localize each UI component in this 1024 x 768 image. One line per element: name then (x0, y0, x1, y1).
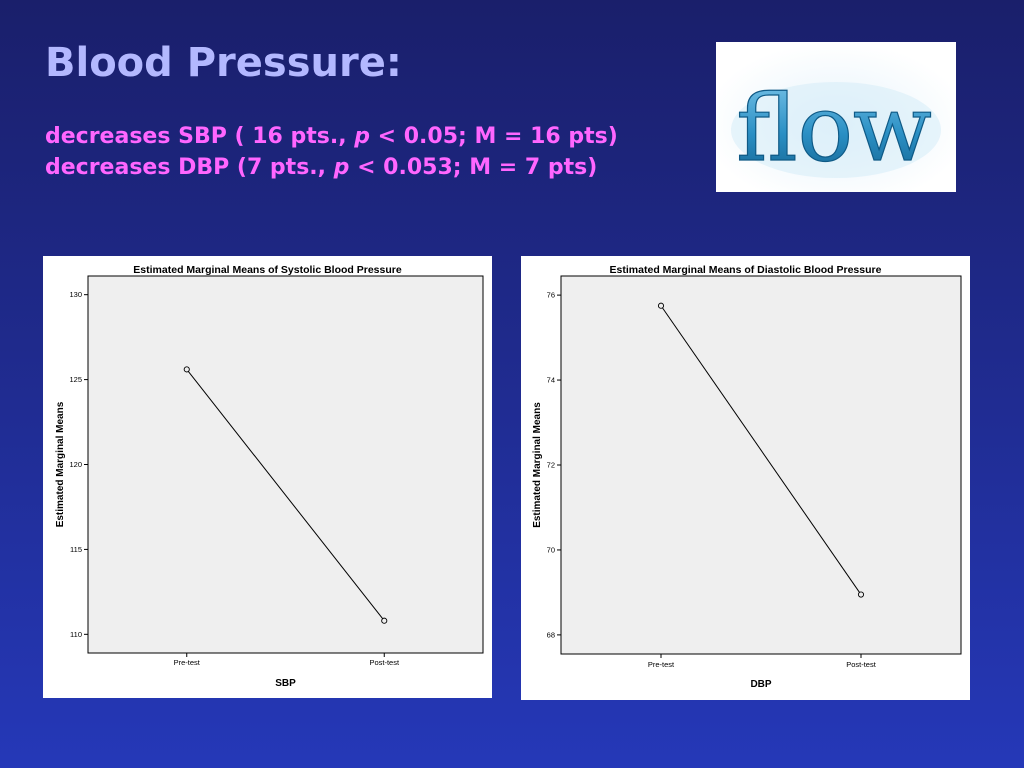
dbp-chart-title: Estimated Marginal Means of Diastolic Bl… (610, 264, 882, 276)
sbp-chart: Estimated Marginal Means of Systolic Blo… (55, 264, 484, 689)
sbp-summary-stats: < 0.05; M = 16 pts) (369, 124, 618, 149)
sbp-y-tick-label: 115 (70, 545, 82, 554)
dbp-x-tick-label: Post-test (846, 660, 877, 669)
dbp-x-tick-label: Pre-test (648, 660, 675, 669)
sbp-y-tick-label: 120 (69, 460, 82, 469)
dbp-y-tick-label: 74 (547, 376, 555, 385)
sbp-x-tick-label: Post-test (369, 658, 400, 667)
dbp-y-tick-label: 72 (547, 461, 555, 470)
dbp-summary-stats: < 0.053; M = 7 pts) (349, 155, 598, 180)
dbp-plot-area (560, 275, 962, 655)
flow-logo-graphic: flow (716, 42, 956, 192)
p-symbol: p (333, 155, 350, 180)
dbp-series-line (660, 305, 862, 595)
sbp-chart-panel: Estimated Marginal Means of Systolic Blo… (43, 256, 492, 698)
flow-logo: flow (716, 42, 956, 192)
dbp-chart: Estimated Marginal Means of Diastolic Bl… (532, 264, 962, 690)
dbp-y-axis-title: Estimated Marginal Means (532, 402, 543, 528)
sbp-x-tick-label: Pre-test (174, 658, 201, 667)
dbp-y-tick-label: 70 (547, 545, 555, 554)
dbp-data-point (857, 591, 865, 598)
sbp-y-tick-label: 125 (69, 375, 82, 384)
dbp-y-tick-label: 68 (547, 630, 555, 639)
sbp-data-point (183, 366, 190, 373)
dbp-y-tick-label: 76 (547, 291, 555, 300)
sbp-series-line (186, 369, 385, 622)
sbp-data-point (381, 617, 388, 624)
sbp-summary-line: decreases SBP ( 16 pts., p < 0.05; M = 1… (45, 124, 618, 149)
flow-logo-text: flow (736, 75, 932, 182)
sbp-y-tick-label: 110 (70, 630, 82, 639)
p-symbol: p (354, 124, 370, 149)
sbp-plot-area (87, 275, 484, 654)
slide-title: Blood Pressure: (45, 40, 402, 86)
dbp-data-point (657, 302, 665, 309)
sbp-chart-title: Estimated Marginal Means of Systolic Blo… (133, 264, 402, 276)
dbp-x-axis-title: DBP (750, 679, 771, 690)
dbp-summary-text: decreases DBP (7 pts., (45, 155, 334, 180)
sbp-y-axis-title: Estimated Marginal Means (55, 401, 66, 527)
sbp-y-tick-label: 130 (69, 290, 82, 299)
sbp-x-axis-title: SBP (275, 678, 296, 689)
dbp-chart-panel: Estimated Marginal Means of Diastolic Bl… (521, 256, 970, 700)
dbp-summary-line: decreases DBP (7 pts., p < 0.053; M = 7 … (45, 155, 597, 180)
sbp-summary-text: decreases SBP ( 16 pts., (45, 124, 355, 149)
